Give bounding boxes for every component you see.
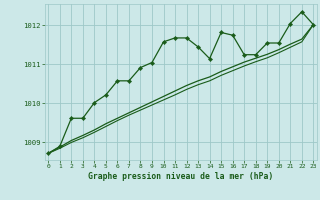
X-axis label: Graphe pression niveau de la mer (hPa): Graphe pression niveau de la mer (hPa) [88,172,273,181]
